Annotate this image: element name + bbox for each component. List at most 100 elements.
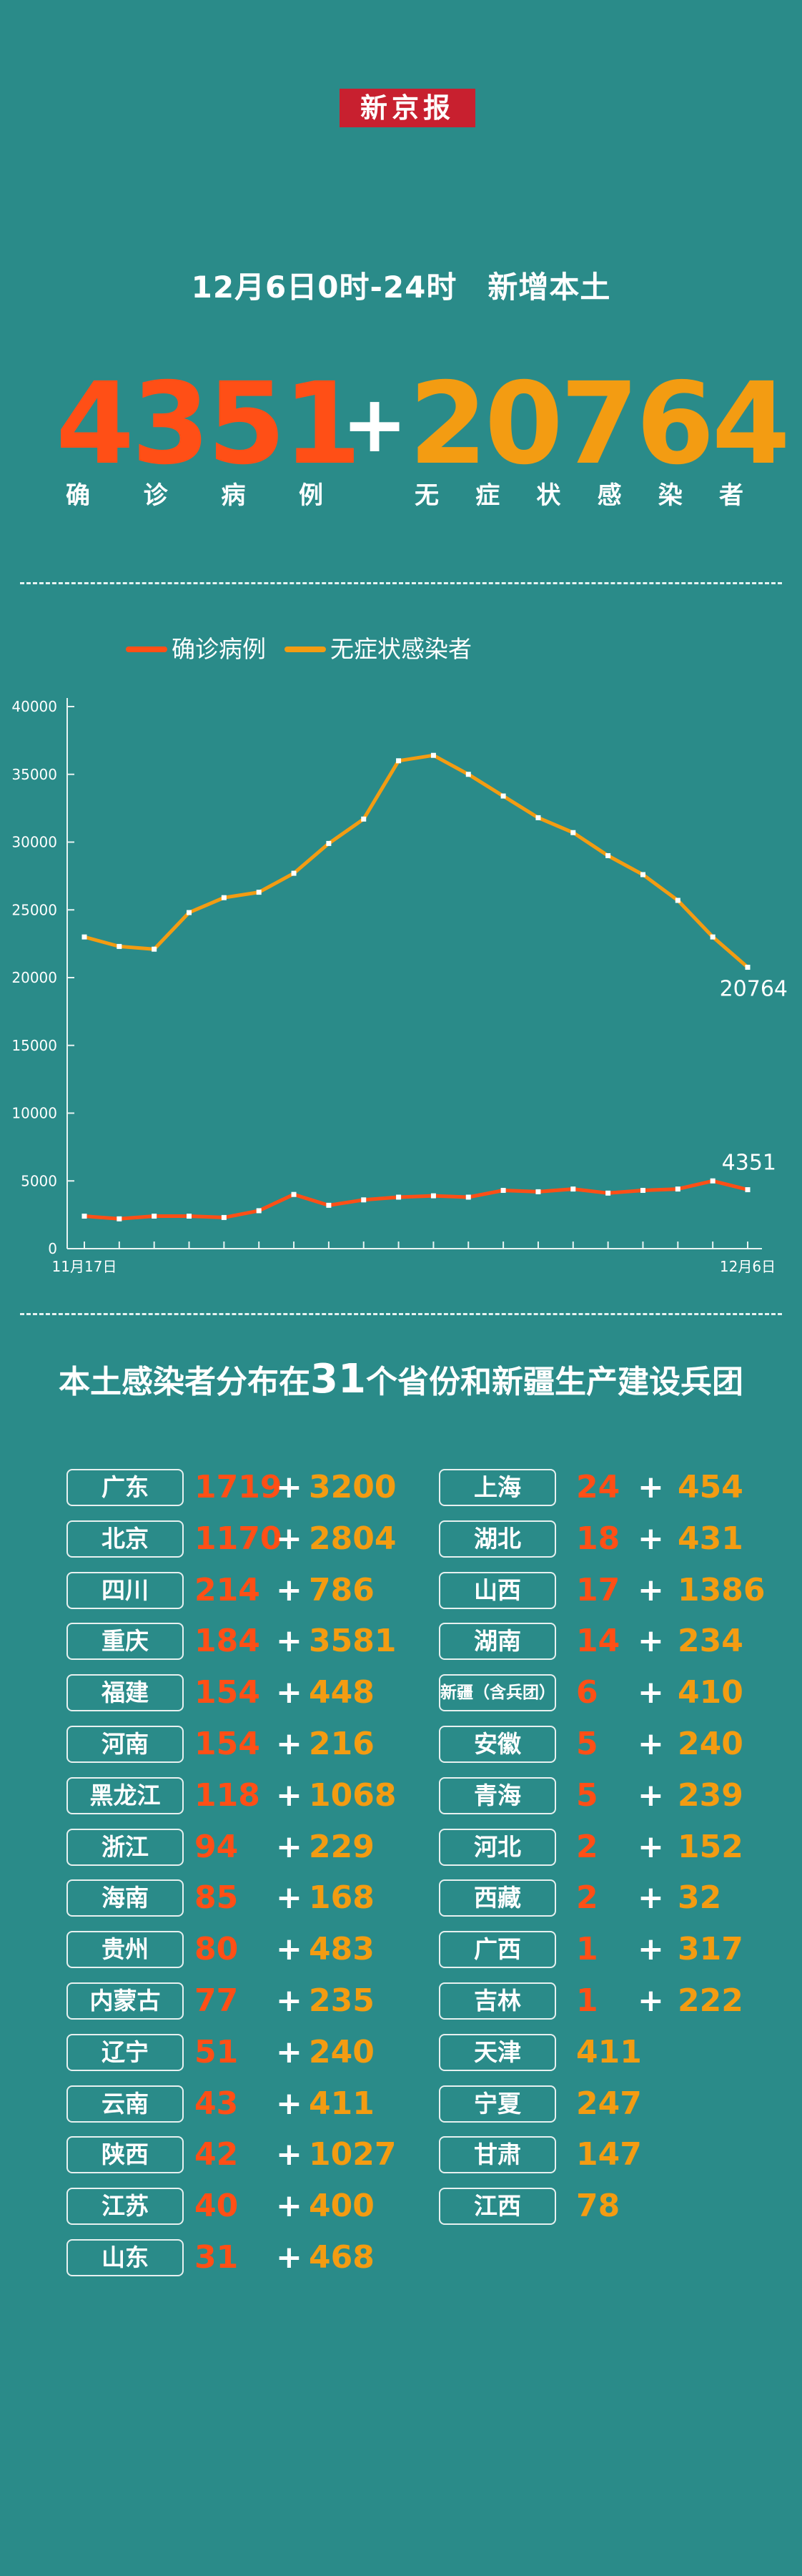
label-char: 染 <box>658 481 683 510</box>
confirmed-count: 80 <box>194 1931 239 1967</box>
province-label: 西藏 <box>439 1879 556 1917</box>
y-tick-label: 0 <box>48 1240 57 1257</box>
province-label: 宁夏 <box>439 2085 556 2123</box>
series-line-confirmed <box>82 1179 750 1221</box>
plus-sign: + <box>276 2239 302 2276</box>
plus-sign: + <box>638 1674 664 1711</box>
headline-asymptomatic: 20764 <box>409 358 791 490</box>
province-label: 北京 <box>66 1520 184 1558</box>
end-label-asymptomatic: 20764 <box>720 977 788 1002</box>
y-tick-label: 15000 <box>11 1037 57 1054</box>
data-point <box>361 816 367 822</box>
divider-bottom <box>20 1313 782 1315</box>
asymptomatic-count: 147 <box>576 2136 642 2173</box>
data-point <box>570 1186 576 1192</box>
plus-sign: + <box>638 1879 664 1916</box>
confirmed-count: 40 <box>194 2188 239 2224</box>
province-label: 贵州 <box>66 1931 184 1968</box>
asymptomatic-count: 400 <box>309 2188 375 2224</box>
y-tick-label: 30000 <box>11 834 57 851</box>
confirmed-count: 85 <box>194 1879 239 1916</box>
headline-confirmed-label: 确 诊 病 例 <box>66 478 323 513</box>
province-label: 江苏 <box>66 2188 184 2225</box>
asymptomatic-count: 483 <box>309 1931 375 1967</box>
asymptomatic-count: 3581 <box>309 1623 397 1659</box>
province-label: 吉林 <box>439 1982 556 2020</box>
province-label: 广东 <box>66 1469 184 1506</box>
province-label: 河南 <box>66 1726 184 1763</box>
data-point <box>745 1187 751 1193</box>
data-point <box>81 1214 87 1219</box>
data-point <box>570 830 576 835</box>
legend-label-asymptomatic: 无症状感染者 <box>330 635 472 663</box>
asymptomatic-count: 786 <box>309 1572 375 1608</box>
label-char: 者 <box>718 481 743 510</box>
province-label: 青海 <box>439 1777 556 1814</box>
asymptomatic-count: 448 <box>309 1674 375 1711</box>
legend-swatch-confirmed <box>126 647 167 652</box>
plus-sign: + <box>276 1623 302 1659</box>
distribution-heading: 本土感染者分布在31个省份和新疆生产建设兵团 <box>0 1356 802 1402</box>
plus-sign: + <box>276 2136 302 2173</box>
province-label: 黑龙江 <box>66 1777 184 1814</box>
province-label: 内蒙古 <box>66 1982 184 2020</box>
data-point <box>535 1189 541 1194</box>
asymptomatic-count: 240 <box>309 2034 375 2070</box>
data-point <box>430 752 436 758</box>
y-tick-label: 5000 <box>21 1172 57 1189</box>
data-point <box>221 895 227 900</box>
confirmed-count: 14 <box>576 1623 620 1659</box>
province-label: 湖北 <box>439 1520 556 1558</box>
province-label: 广西 <box>439 1931 556 1968</box>
data-point <box>326 1202 332 1208</box>
confirmed-count: 31 <box>194 2239 239 2276</box>
data-point <box>710 1178 716 1184</box>
data-point <box>256 1208 262 1214</box>
page-subtitle: 12月6日0时-24时 新增本土 <box>191 270 611 305</box>
asymptomatic-count: 3200 <box>309 1469 397 1505</box>
plus-sign: + <box>276 1829 302 1865</box>
province-label: 陕西 <box>66 2136 184 2173</box>
plus-sign: + <box>276 2188 302 2224</box>
legend-label-confirmed: 确诊病例 <box>172 635 266 663</box>
confirmed-count: 1 <box>576 1931 598 1967</box>
plus-sign: + <box>276 2085 302 2122</box>
plus-sign: + <box>276 1879 302 1916</box>
data-point <box>605 852 611 858</box>
confirmed-count: 42 <box>194 2136 239 2173</box>
data-point <box>396 1194 402 1200</box>
confirmed-count: 51 <box>194 2034 239 2070</box>
confirmed-count: 24 <box>576 1469 620 1505</box>
province-label: 重庆 <box>66 1623 184 1660</box>
province-label: 山东 <box>66 2239 184 2276</box>
x-tick-label: 12月6日 <box>720 1258 776 1275</box>
province-label: 天津 <box>439 2034 556 2071</box>
heading-prefix: 本土感染者分布在 <box>59 1364 311 1400</box>
confirmed-count: 5 <box>576 1726 598 1762</box>
data-point <box>187 910 192 915</box>
asymptomatic-count: 410 <box>678 1674 743 1711</box>
confirmed-count: 94 <box>194 1829 239 1865</box>
confirmed-count: 6 <box>576 1674 598 1711</box>
province-label: 四川 <box>66 1572 184 1609</box>
label-char: 无 <box>415 481 439 510</box>
confirmed-count: 17 <box>576 1572 620 1608</box>
province-label: 河北 <box>439 1829 556 1866</box>
series-line-asymptomatic <box>82 753 750 969</box>
data-point <box>640 872 645 877</box>
province-label: 福建 <box>66 1674 184 1711</box>
plus-sign: + <box>276 1982 302 2019</box>
data-point <box>605 1190 611 1196</box>
asymptomatic-count: 234 <box>678 1623 743 1659</box>
plus-sign: + <box>638 1982 664 2019</box>
plus-sign: + <box>638 1777 664 1814</box>
plus-sign: + <box>638 1469 664 1505</box>
province-label: 甘肃 <box>439 2136 556 2173</box>
y-tick-label: 20000 <box>11 969 57 986</box>
line-chart: 0 5000 10000 15000 20000 25000 30000 35000 40000… <box>11 698 788 1275</box>
data-point <box>675 1186 680 1192</box>
data-point <box>291 870 297 876</box>
asymptomatic-count: 235 <box>309 1982 375 2019</box>
asymptomatic-count: 1027 <box>309 2136 397 2173</box>
plus-sign: + <box>276 1931 302 1967</box>
